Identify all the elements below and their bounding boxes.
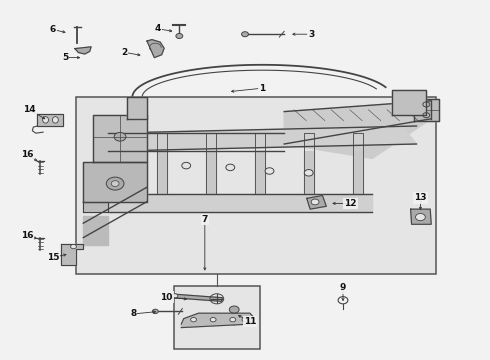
Polygon shape <box>147 40 164 58</box>
Polygon shape <box>127 97 147 119</box>
Text: 5: 5 <box>62 53 68 62</box>
Text: 10: 10 <box>160 292 173 302</box>
Text: 8: 8 <box>130 309 136 318</box>
Text: 13: 13 <box>414 194 427 202</box>
Circle shape <box>242 318 248 322</box>
Text: 7: 7 <box>201 215 208 224</box>
Bar <box>76 97 436 274</box>
Circle shape <box>265 168 274 174</box>
Polygon shape <box>353 151 363 194</box>
Polygon shape <box>157 151 167 194</box>
Polygon shape <box>304 151 314 194</box>
Polygon shape <box>172 294 222 301</box>
Ellipse shape <box>43 117 49 123</box>
Polygon shape <box>108 126 416 151</box>
Polygon shape <box>83 230 108 245</box>
Text: 6: 6 <box>50 25 56 34</box>
Polygon shape <box>61 244 83 265</box>
Circle shape <box>304 170 313 176</box>
Circle shape <box>176 33 183 39</box>
Circle shape <box>191 318 196 322</box>
Text: 3: 3 <box>308 30 314 39</box>
Text: 1: 1 <box>259 84 265 93</box>
Polygon shape <box>392 90 426 115</box>
Circle shape <box>230 318 236 322</box>
Polygon shape <box>83 202 108 212</box>
Polygon shape <box>206 151 216 194</box>
Text: 11: 11 <box>244 317 256 325</box>
Polygon shape <box>108 194 372 212</box>
Text: 16: 16 <box>21 231 33 240</box>
Text: 15: 15 <box>47 253 59 262</box>
Circle shape <box>210 318 216 322</box>
Text: 2: 2 <box>121 48 127 57</box>
Text: 12: 12 <box>344 199 357 208</box>
Bar <box>174 286 260 349</box>
Polygon shape <box>83 162 147 202</box>
Text: 14: 14 <box>23 105 36 114</box>
Polygon shape <box>83 216 108 230</box>
Circle shape <box>152 309 158 314</box>
Circle shape <box>226 164 235 171</box>
Text: 9: 9 <box>340 284 346 292</box>
Circle shape <box>242 32 248 37</box>
Polygon shape <box>93 115 147 162</box>
Circle shape <box>114 132 126 141</box>
Circle shape <box>416 213 425 221</box>
Circle shape <box>172 294 178 298</box>
Polygon shape <box>75 47 91 54</box>
Circle shape <box>311 199 319 205</box>
Polygon shape <box>411 209 431 224</box>
Text: 16: 16 <box>21 150 33 159</box>
Circle shape <box>106 177 124 190</box>
Text: 4: 4 <box>154 24 161 33</box>
Circle shape <box>71 244 76 249</box>
Circle shape <box>229 306 239 313</box>
Polygon shape <box>181 313 255 328</box>
Polygon shape <box>414 99 439 121</box>
Circle shape <box>111 181 119 186</box>
Ellipse shape <box>52 117 58 123</box>
Polygon shape <box>37 114 63 126</box>
Polygon shape <box>307 195 326 209</box>
Circle shape <box>182 162 191 169</box>
Polygon shape <box>255 151 265 194</box>
Polygon shape <box>284 101 431 158</box>
